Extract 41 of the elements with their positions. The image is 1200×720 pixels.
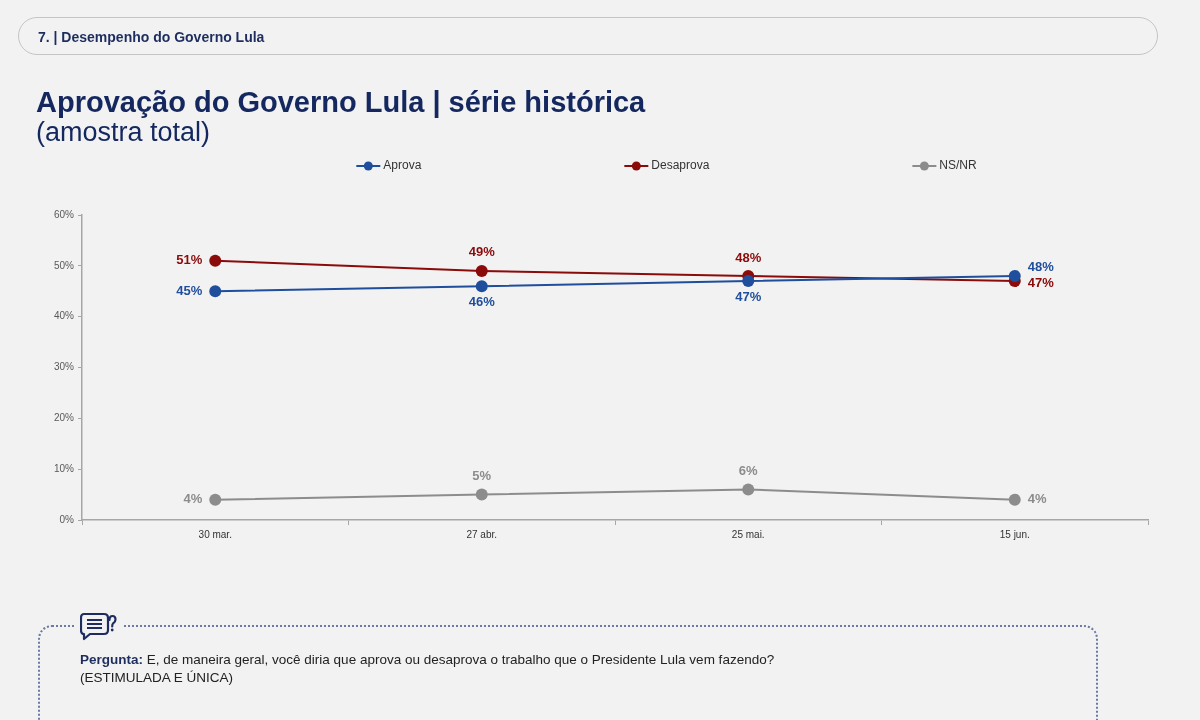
point [209, 285, 222, 298]
x-tick-label: 30 mar. [198, 528, 232, 540]
legend-label: Desaprova [651, 158, 710, 173]
chart-title: Aprovação do Governo Lula | série histórica [36, 86, 646, 118]
y-tick-label: 10% [53, 462, 75, 474]
x-tick-label: 27 abr. [466, 528, 498, 540]
y-tick-label: 20% [53, 412, 75, 424]
x-tick-label: 15 jun. [999, 528, 1030, 540]
data-label: 48% [1027, 258, 1055, 274]
data-label: 45% [176, 282, 203, 298]
text: 7. | Desempenho do Governo Lula [38, 29, 265, 45]
data-label: 4% [1027, 491, 1047, 507]
point [209, 493, 222, 506]
data-label: 46% [468, 293, 496, 309]
point [742, 483, 755, 496]
data-label: 5% [472, 468, 492, 484]
y-tick-label: 0% [59, 513, 75, 525]
point [475, 488, 488, 501]
text: Pergunta: E, de maneira geral, você diria que aprova ou desaprova o trabalho que o Presidente Lula vem fazendo? [80, 652, 775, 667]
y-tick-label: 30% [53, 361, 75, 373]
data-label: 4% [183, 491, 203, 507]
y-tick-label: 40% [53, 310, 75, 322]
data-label: 49% [468, 244, 496, 260]
legend-label: Aprova [383, 158, 422, 173]
data-label: 6% [738, 463, 759, 479]
x-tick-label: 25 mai. [731, 528, 765, 540]
point [475, 264, 488, 277]
data-label: 48% [735, 249, 762, 265]
point [1008, 493, 1021, 506]
point [475, 280, 488, 293]
y-tick-label: 50% [53, 259, 75, 271]
data-label: 51% [176, 252, 203, 268]
chart-subtitle: (amostra total) [36, 117, 211, 147]
legend-label: NS/NR [939, 158, 978, 173]
point [742, 275, 755, 288]
point [1008, 270, 1021, 282]
text: (ESTIMULADA E ÚNICA) [80, 669, 235, 687]
data-label: 47% [735, 288, 762, 304]
point [209, 254, 222, 267]
y-tick-label: 60% [53, 208, 75, 220]
data-label: 47% [1027, 274, 1055, 290]
